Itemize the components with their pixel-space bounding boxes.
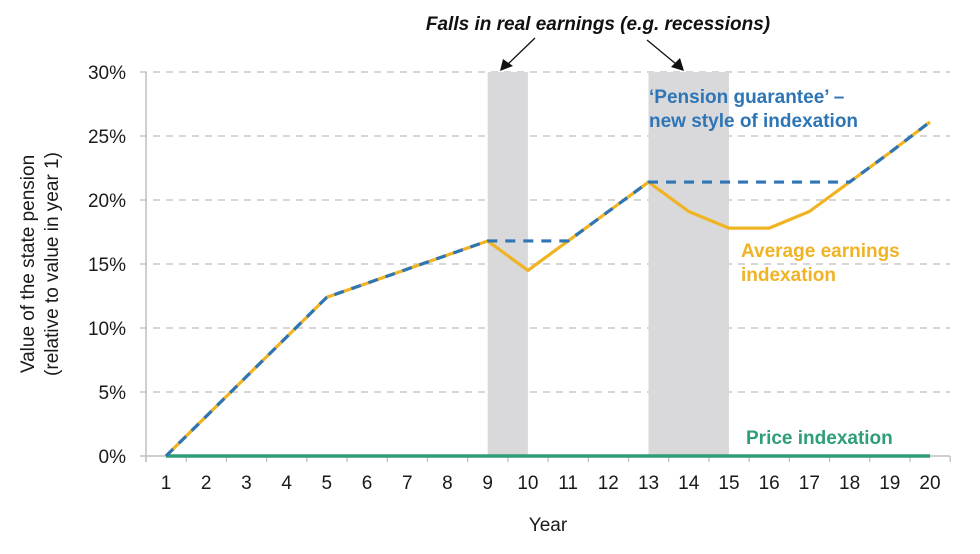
average-earnings-line	[164, 120, 931, 458]
shaded-region	[487, 72, 528, 456]
gridlines	[140, 71, 950, 393]
x-tick-labels: 1 2 3 4 5 6 7 8 9 10 11 12 13 14 15 16 17 18 19 20	[161, 473, 941, 494]
label-average-earnings-line2: indexation	[741, 265, 836, 286]
label-price-indexation: Price indexation	[746, 428, 893, 449]
x-tick-label: 5	[322, 473, 333, 494]
label-pension-guarantee-line1: ‘Pension guarantee’ –	[649, 87, 844, 108]
x-tick-label: 10	[517, 473, 538, 494]
shaded-region	[648, 72, 729, 456]
x-tick-label: 20	[919, 473, 940, 494]
x-tick-label: 4	[281, 473, 292, 494]
x-tick-label: 12	[598, 473, 619, 494]
y-tick-label: 20%	[88, 191, 126, 212]
y-axis-title-line1: Value of the state pension	[18, 155, 39, 373]
y-tick-label: 5%	[99, 383, 127, 404]
y-axis-title: Value of the state pension (relative to …	[18, 152, 63, 376]
x-tick-label: 14	[678, 473, 700, 494]
y-tick-labels: 0% 5% 10% 15% 20% 25% 30%	[88, 63, 126, 468]
label-pension-guarantee-line2: new style of indexation	[649, 111, 858, 132]
y-axis-title-line2: (relative to value in year 1)	[42, 152, 63, 376]
x-tick-label: 9	[482, 473, 493, 494]
x-tick-label: 19	[879, 473, 900, 494]
recession-shading	[487, 72, 729, 456]
x-axis-title: Year	[529, 515, 568, 536]
x-tick-label: 1	[161, 473, 172, 494]
series-lines	[164, 120, 931, 458]
x-tick-label: 15	[718, 473, 739, 494]
x-tick-label: 2	[201, 473, 212, 494]
pension-guarantee-line	[164, 120, 931, 458]
x-tick-label: 18	[839, 473, 860, 494]
arrow-to-first-shade	[500, 37, 536, 71]
x-tick-label: 8	[442, 473, 453, 494]
arrow-to-second-shade	[646, 39, 684, 71]
x-tick-label: 7	[402, 473, 413, 494]
y-tick-label: 30%	[88, 63, 126, 84]
x-tick-label: 13	[638, 473, 659, 494]
x-tick-label: 11	[558, 473, 578, 494]
x-tick-label: 3	[241, 473, 252, 494]
y-tick-label: 10%	[88, 319, 126, 340]
y-tick-label: 15%	[88, 255, 126, 276]
annotation-falls-in-earnings: Falls in real earnings (e.g. recessions)	[426, 14, 770, 35]
label-average-earnings-line1: Average earnings	[741, 241, 900, 262]
x-tick-label: 16	[759, 473, 780, 494]
y-tick-label: 0%	[99, 447, 127, 468]
y-tick-label: 25%	[88, 127, 126, 148]
x-tick-label: 6	[362, 473, 373, 494]
x-tick-label: 17	[799, 473, 820, 494]
